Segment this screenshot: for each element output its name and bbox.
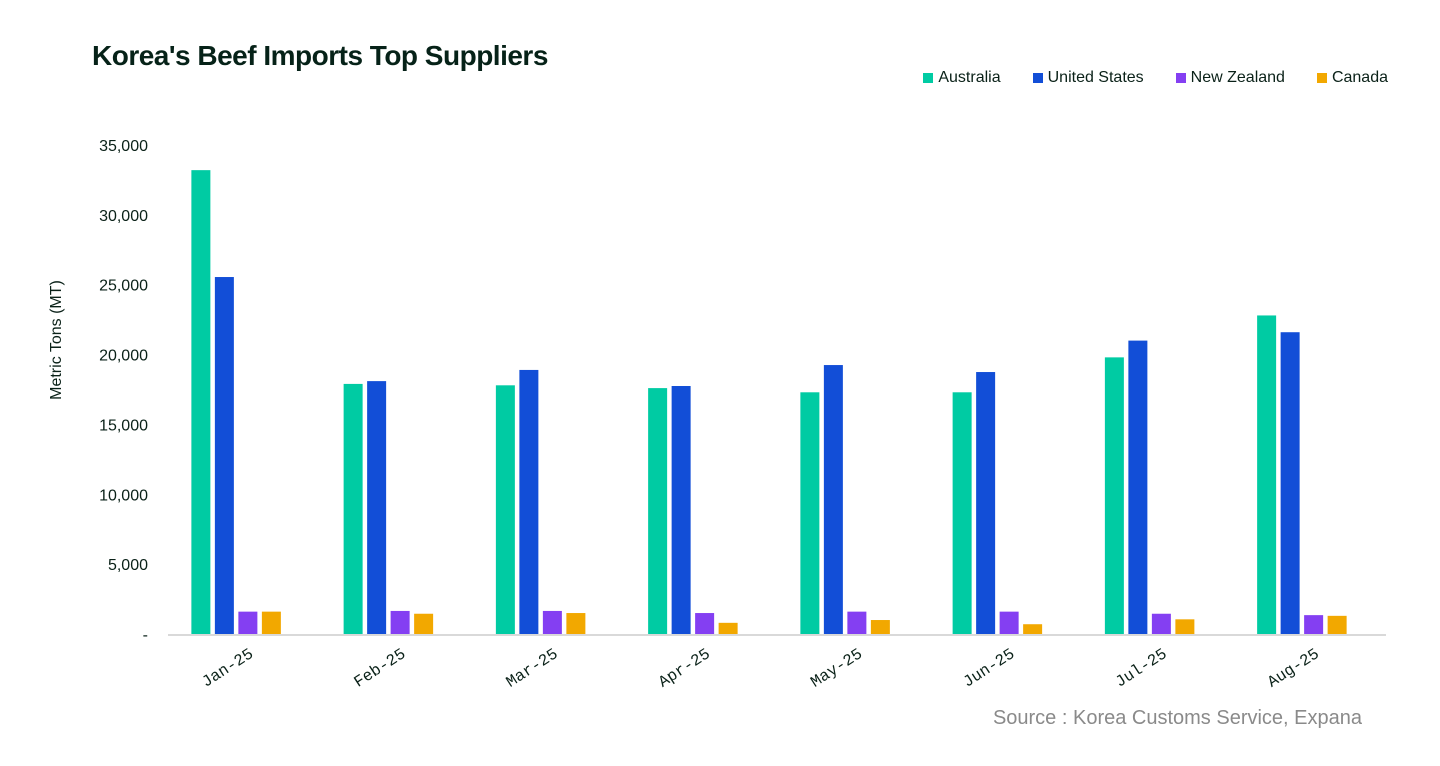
bar-australia: [800, 392, 820, 634]
bar-australia: [1104, 357, 1124, 634]
bar-canada: [1175, 619, 1195, 634]
legend-label: New Zealand: [1190, 69, 1285, 86]
y-axis-label: Metric Tons (MT): [48, 280, 65, 400]
bar-new-zealand: [1151, 613, 1171, 634]
bar-united-states: [519, 369, 539, 634]
legend-item: Canada: [1316, 69, 1388, 87]
bar-united-states: [1280, 332, 1300, 634]
legend-swatch: [1032, 73, 1043, 83]
bar-australia: [1257, 315, 1277, 634]
source-note: Source : Korea Customs Service, Expana: [992, 707, 1362, 729]
bar-new-zealand: [695, 613, 715, 634]
y-tick-label: 35,000: [99, 138, 148, 155]
bar-canada: [718, 622, 738, 634]
legend-swatch: [1316, 73, 1327, 83]
bar-new-zealand: [238, 611, 258, 634]
bar-united-states: [671, 386, 691, 634]
chart-title: Korea's Beef Imports Top Suppliers: [92, 40, 548, 71]
legend-item: Australia: [923, 69, 1001, 87]
y-tick-label: 10,000: [99, 487, 148, 504]
legend-label: Canada: [1331, 69, 1388, 86]
bar-united-states: [214, 277, 234, 634]
bar-canada: [414, 613, 434, 634]
bar-canada: [261, 611, 281, 634]
x-tick-label: Jan-25: [199, 645, 257, 691]
bar-united-states: [1128, 340, 1148, 634]
legend-swatch: [923, 73, 934, 83]
y-tick-label: 20,000: [99, 348, 148, 365]
legend: Australia United States New Zealand Canada: [923, 69, 1388, 87]
bar-australia: [343, 383, 363, 634]
bar-canada: [1023, 624, 1043, 634]
legend-swatch: [1175, 73, 1186, 83]
x-tick-label: Aug-25: [1264, 645, 1322, 691]
bar-canada: [1327, 615, 1347, 634]
bar-united-states: [823, 365, 843, 634]
bar-new-zealand: [847, 611, 867, 634]
legend-label: Australia: [938, 69, 1001, 86]
bar-new-zealand: [390, 610, 410, 634]
y-tick-label: 15,000: [99, 417, 148, 434]
bar-united-states: [367, 381, 387, 634]
bar-canada: [870, 620, 890, 634]
x-tick-label: Feb-25: [351, 645, 409, 691]
x-tick-label: May-25: [808, 645, 866, 691]
y-tick-label: -: [143, 627, 148, 644]
legend-label: United States: [1047, 69, 1144, 86]
bar-new-zealand: [1304, 615, 1324, 634]
bar-australia: [648, 388, 668, 634]
legend-item: United States: [1032, 69, 1144, 87]
bar-new-zealand: [542, 610, 562, 634]
bar-canada: [566, 613, 586, 634]
x-tick-label: Jun-25: [960, 645, 1018, 691]
x-tick-label: Apr-25: [655, 645, 713, 691]
bar-australia: [952, 392, 972, 634]
x-tick-label: Jul-25: [1112, 645, 1170, 691]
bar-united-states: [976, 372, 996, 634]
bar-australia: [495, 385, 515, 634]
bar-australia: [191, 170, 211, 635]
legend-item: New Zealand: [1175, 69, 1285, 87]
bar-new-zealand: [999, 611, 1019, 634]
x-tick-label: Mar-25: [503, 645, 561, 691]
y-tick-label: 5,000: [108, 557, 148, 574]
y-tick-label: 30,000: [99, 208, 148, 225]
y-tick-label: 25,000: [99, 278, 148, 295]
